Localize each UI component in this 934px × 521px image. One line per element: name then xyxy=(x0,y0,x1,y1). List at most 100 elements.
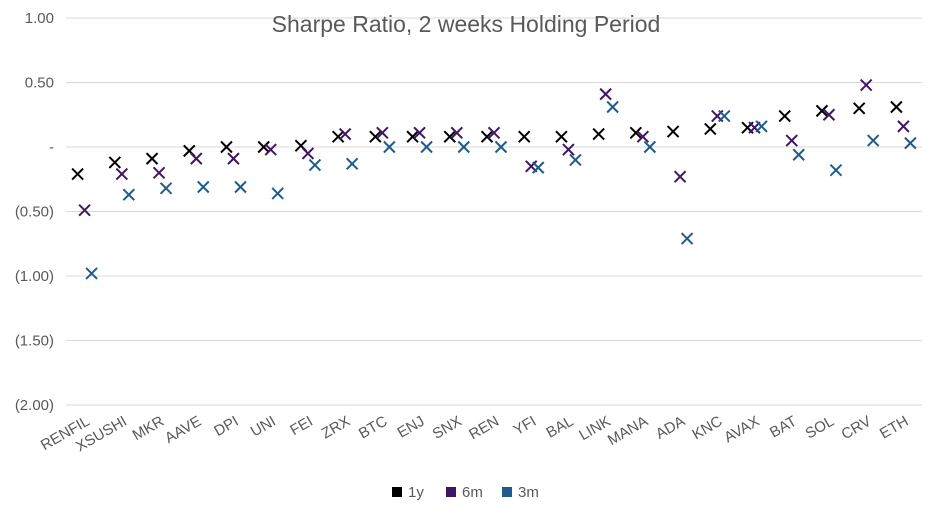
data-point-3m-yfi xyxy=(532,161,545,174)
data-point-6m-xsushi xyxy=(115,167,129,181)
chart-title: Sharpe Ratio, 2 weeks Holding Period xyxy=(272,11,661,37)
data-point-1y-renfil xyxy=(71,167,84,181)
data-point-6m-sol xyxy=(822,108,836,121)
x-tick-label: DPI xyxy=(211,413,241,440)
x-tick-label: MKR xyxy=(130,413,168,444)
data-point-1y-yfi xyxy=(518,130,531,143)
data-point-6m-mkr xyxy=(152,166,166,180)
data-point-3m-renfil xyxy=(85,267,98,280)
data-point-3m-xsushi xyxy=(122,188,136,201)
data-point-1y-btc xyxy=(369,130,382,143)
data-point-3m-knc xyxy=(718,109,731,123)
x-tick-label: ENJ xyxy=(395,413,428,442)
data-point-6m-renfil xyxy=(78,204,91,217)
data-point-6m-enj xyxy=(413,126,426,140)
data-point-1y-zrx xyxy=(331,130,345,143)
data-point-6m-dpi xyxy=(227,152,240,165)
x-tick-label: AVAX xyxy=(721,413,762,447)
data-point-3m-zrx xyxy=(345,157,359,170)
x-tick-label: ADA xyxy=(653,413,688,443)
data-points xyxy=(71,78,917,280)
data-point-1y-ada xyxy=(666,125,680,138)
x-tick-label: UNI xyxy=(248,413,279,441)
x-tick-label: FEI xyxy=(287,413,316,439)
x-tick-label: SNX xyxy=(430,413,465,443)
data-point-1y-xsushi xyxy=(108,156,122,169)
y-tick-label: (1.50) xyxy=(15,333,54,350)
data-point-3m-fei xyxy=(308,158,322,172)
data-point-3m-avax xyxy=(755,120,768,133)
data-point-3m-ren xyxy=(494,140,508,154)
data-point-6m-eth xyxy=(897,120,910,133)
data-point-6m-fei xyxy=(301,147,315,160)
data-point-3m-uni xyxy=(271,187,284,200)
data-point-6m-snx xyxy=(450,126,463,140)
data-point-1y-mana xyxy=(629,126,643,140)
data-point-1y-uni xyxy=(257,140,270,154)
data-point-1y-sol xyxy=(815,104,829,118)
x-tick-label: BAT xyxy=(767,413,800,442)
x-tick-label: CRV xyxy=(838,413,874,443)
data-point-1y-crv xyxy=(852,102,866,115)
legend: 1y 6m 3m xyxy=(392,484,539,501)
gridlines xyxy=(66,17,922,406)
data-point-1y-dpi xyxy=(220,140,233,154)
data-point-6m-btc xyxy=(376,126,389,140)
x-tick-label: ETH xyxy=(877,413,911,443)
data-point-1y-knc xyxy=(704,122,717,136)
data-point-6m-bat xyxy=(785,134,798,147)
y-axis-ticks: 1.00 0.50 - (0.50) (1.00) (1.50) (2.00) xyxy=(15,10,54,414)
data-point-6m-crv xyxy=(859,78,873,92)
data-point-1y-bal xyxy=(555,130,568,143)
x-tick-label: ZRX xyxy=(319,413,353,443)
data-point-1y-bat xyxy=(778,109,791,123)
data-point-6m-aave xyxy=(190,152,203,165)
x-tick-label: AAVE xyxy=(162,413,204,447)
legend-swatch-1y xyxy=(392,487,402,497)
y-tick-label: - xyxy=(49,139,54,156)
data-point-6m-ren xyxy=(487,126,501,140)
data-point-1y-mkr xyxy=(145,152,159,165)
data-point-1y-ren xyxy=(480,130,494,143)
x-tick-label: KNC xyxy=(689,413,725,444)
y-tick-label: (0.50) xyxy=(15,204,54,221)
data-point-6m-bal xyxy=(562,143,575,156)
data-point-6m-ada xyxy=(673,170,687,183)
y-tick-label: 1.00 xyxy=(25,10,54,27)
x-tick-label: SOL xyxy=(802,413,836,443)
data-point-6m-mana xyxy=(636,130,650,143)
y-tick-label: (1.00) xyxy=(15,268,54,285)
data-point-3m-crv xyxy=(866,134,880,147)
data-point-1y-eth xyxy=(890,100,903,114)
data-point-6m-zrx xyxy=(338,127,352,141)
legend-label-1y: 1y xyxy=(408,484,424,501)
data-point-1y-snx xyxy=(443,130,456,143)
data-point-3m-link xyxy=(606,100,619,114)
x-tick-label: YFI xyxy=(511,413,540,439)
data-point-3m-mkr xyxy=(159,182,173,195)
legend-swatch-3m xyxy=(502,487,512,497)
legend-label-3m: 3m xyxy=(518,484,539,501)
x-tick-label: MANA xyxy=(605,413,651,449)
legend-swatch-6m xyxy=(446,487,456,497)
data-point-3m-btc xyxy=(383,140,396,154)
y-tick-label: (2.00) xyxy=(15,397,54,414)
data-point-3m-enj xyxy=(420,140,433,154)
data-point-1y-enj xyxy=(406,130,419,143)
legend-label-6m: 6m xyxy=(462,484,483,501)
data-point-3m-eth xyxy=(904,136,917,150)
data-point-3m-aave xyxy=(197,180,210,194)
x-tick-label: BTC xyxy=(356,413,391,443)
x-tick-label: REN xyxy=(466,413,502,444)
data-point-3m-ada xyxy=(680,232,694,245)
data-point-3m-dpi xyxy=(234,180,247,194)
data-point-3m-mana xyxy=(643,140,657,154)
data-point-3m-sol xyxy=(829,164,843,177)
data-point-6m-link xyxy=(599,87,612,101)
x-tick-label: BAL xyxy=(543,413,576,442)
data-point-3m-bat xyxy=(792,148,805,161)
data-point-3m-bal xyxy=(569,153,582,167)
